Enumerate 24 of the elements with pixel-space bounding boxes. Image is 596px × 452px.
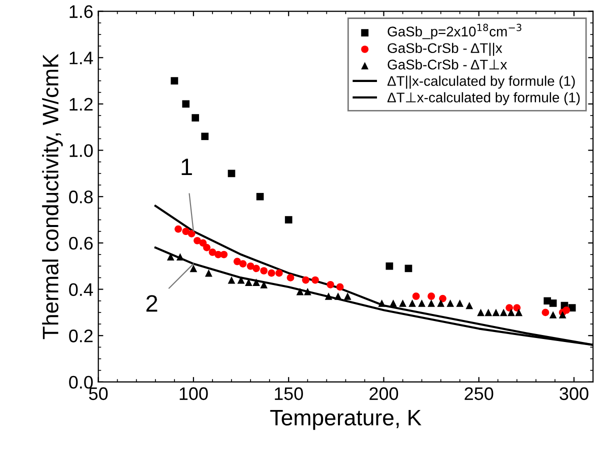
y-tick-label: 1.2 [70, 98, 93, 110]
y-tick-label: 0.6 [69, 236, 93, 250]
legend-label: GaSb_p=2x10$^{18}$cm$^{−3}$ [388, 24, 522, 40]
x-tick-label: 300 [560, 387, 588, 400]
x-tick-label: 150 [274, 387, 303, 400]
x-tick-label: 100 [180, 387, 208, 400]
y-tick-label: 1.4 [70, 52, 93, 64]
x-tick-label: 50 [89, 387, 108, 400]
x-tick-label: 250 [464, 387, 494, 400]
legend-label: GaSb-CrSb - ΔT⊥x [388, 59, 508, 70]
y-tick-label: 0.0 [69, 376, 93, 389]
y-tick-label: 1.6 [70, 5, 93, 18]
annotation: 1 [182, 158, 192, 175]
legend-label: GaSb-CrSb - ΔT||x [388, 42, 502, 56]
y-axis-title: Thermal conductivity, W/cmK [42, 54, 63, 340]
annotation: 2 [146, 295, 158, 312]
y-tick-label: 1.0 [70, 144, 93, 158]
legend-label: ΔT||x-calculated by formule (1) [387, 76, 575, 89]
legend-label: ΔT⊥x-calculated by formule (1) [387, 92, 580, 106]
x-axis-title: Temperature, K [270, 410, 422, 430]
x-tick-label: 200 [370, 387, 398, 400]
y-tick-label: 0.2 [69, 330, 93, 342]
y-tick-label: 0.4 [69, 283, 93, 296]
y-tick-label: 0.8 [69, 190, 93, 204]
